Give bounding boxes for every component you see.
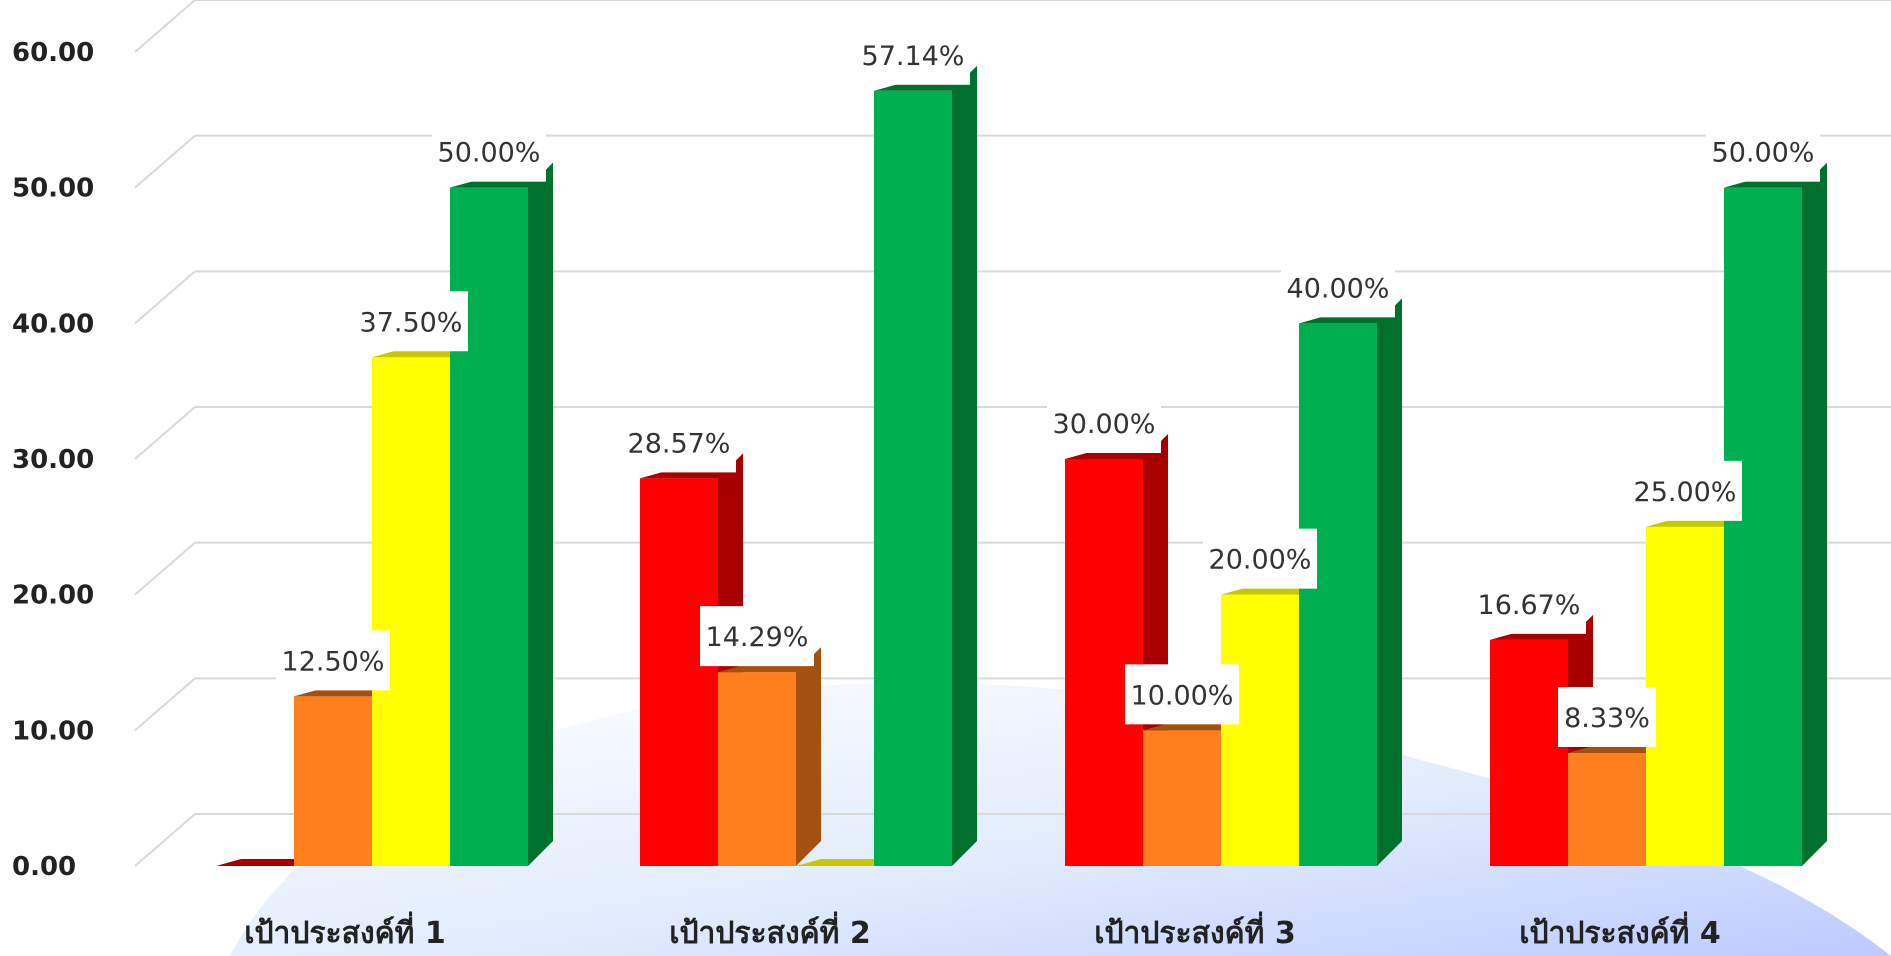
gridline-diagonal: [134, 0, 196, 53]
y-tick-label: 50.00: [12, 174, 94, 204]
data-label-box: [1047, 393, 1161, 453]
gridline-diagonal: [134, 541, 196, 596]
bar-top: [372, 350, 475, 358]
data-label-box: [432, 121, 546, 182]
x-category-label: เป้าประสงค์ที่ 2: [669, 911, 871, 951]
bar-top: [1299, 316, 1402, 324]
bar-top: [718, 665, 821, 673]
data-label: 28.57%: [628, 428, 731, 459]
gridline-diagonal: [134, 813, 196, 867]
data-label-box: [856, 24, 970, 85]
bar: [874, 90, 952, 867]
data-label-box: [1203, 528, 1317, 589]
x-category-label: เป้าประสงค์ที่ 3: [1094, 911, 1296, 951]
bar: [1065, 459, 1143, 866]
bar-side: [952, 65, 977, 867]
data-label: 10.00%: [1131, 680, 1234, 711]
bar-top: [450, 180, 553, 188]
data-label-box: [1558, 686, 1656, 747]
data-label-box: [622, 412, 736, 473]
bar-side: [1802, 162, 1827, 866]
bar: [1724, 187, 1802, 866]
data-label: 20.00%: [1209, 545, 1312, 576]
data-label-box: [700, 606, 814, 667]
bar: [1143, 730, 1221, 866]
y-tick-label: 40.00: [12, 309, 94, 339]
gridline-diagonal: [134, 134, 196, 189]
x-category-label: เป้าประสงค์ที่ 1: [244, 911, 446, 951]
bar-top: [796, 859, 899, 866]
bar: [1221, 594, 1299, 866]
data-label-box: [1125, 664, 1239, 725]
data-label-box: [354, 291, 468, 352]
data-labels: 12.50% 37.50% 50.00% 28.57% 14.29% 57.14% 30.0…: [276, 24, 1820, 747]
data-label-box: [1628, 460, 1742, 521]
x-category-label: เป้าประสงค์ที่ 4: [1519, 911, 1721, 951]
bar-top: [1568, 745, 1671, 753]
gridline-diagonal: [134, 677, 196, 732]
bar: [1299, 323, 1377, 866]
bar-top: [1221, 587, 1324, 595]
bar: [1490, 639, 1568, 866]
bar-top: [294, 689, 397, 697]
data-label: 50.00%: [1712, 138, 1815, 169]
y-tick-label: 0.00: [12, 852, 76, 882]
bar-side: [1377, 298, 1402, 866]
gridline-diagonal: [134, 270, 196, 325]
bar: [1646, 526, 1724, 866]
y-axis: 0.00 10.00 20.00 30.00 40.00 50.00 60.00: [12, 38, 94, 882]
data-label-box: [1281, 257, 1395, 318]
bar: [372, 357, 450, 866]
data-label-box: [1706, 121, 1820, 182]
y-tick-label: 10.00: [12, 716, 94, 746]
data-label-box: [276, 630, 390, 691]
bar: [450, 187, 528, 866]
bar: [718, 672, 796, 866]
data-label: 14.29%: [706, 622, 809, 653]
bar: [294, 696, 372, 866]
data-label: 40.00%: [1287, 273, 1390, 304]
y-tick-label: 20.00: [12, 581, 94, 611]
data-label: 8.33%: [1564, 703, 1650, 734]
bar: [1568, 752, 1646, 866]
data-label: 50.00%: [438, 138, 541, 169]
bar: [640, 478, 718, 866]
bar-top: [1143, 723, 1246, 731]
y-tick-label: 30.00: [12, 445, 94, 475]
data-label-box: [1472, 573, 1586, 634]
bar-top: [216, 859, 319, 866]
data-label: 37.50%: [360, 307, 463, 338]
data-label: 12.50%: [282, 646, 385, 677]
data-label: 16.67%: [1478, 590, 1581, 621]
bar-top: [1065, 452, 1168, 459]
bar-side: [796, 647, 821, 866]
bar-top: [1724, 180, 1827, 188]
bar-top: [1646, 519, 1749, 527]
x-axis: เป้าประสงค์ที่ 1 เป้าประสงค์ที่ 2 เป้าประส…: [244, 911, 1721, 951]
data-label: 25.00%: [1634, 477, 1737, 508]
bar-side: [528, 162, 553, 866]
gridline-diagonal: [134, 406, 196, 460]
y-tick-label: 60.00: [12, 38, 94, 68]
data-label: 30.00%: [1053, 409, 1156, 440]
bar-top: [1490, 632, 1593, 640]
bar-top: [640, 471, 743, 479]
bars: [216, 65, 1827, 867]
data-label: 57.14%: [862, 41, 965, 72]
bar-top: [874, 83, 977, 91]
